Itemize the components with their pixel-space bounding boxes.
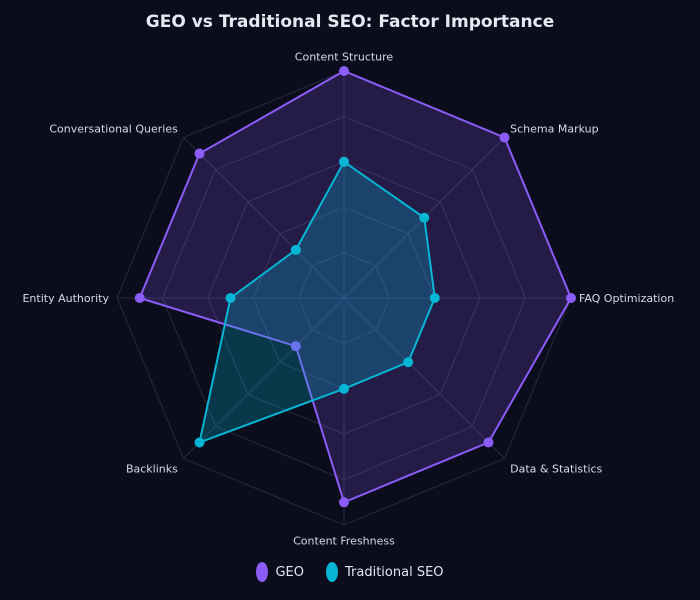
legend: GEO Traditional SEO xyxy=(0,562,700,582)
grid-spoke xyxy=(343,297,505,459)
legend-label-traditional-seo: Traditional SEO xyxy=(345,564,444,580)
data-point-traditional-seo-content-freshness[interactable] xyxy=(339,383,349,394)
axis-label-content-freshness: Content Freshness xyxy=(293,535,395,548)
legend-label-geo: GEO xyxy=(275,564,304,580)
chart-title: GEO vs Traditional SEO: Factor Importanc… xyxy=(145,12,555,32)
data-point-traditional-seo-schema-markup[interactable] xyxy=(419,212,430,223)
grid-spoke xyxy=(183,297,345,459)
data-point-traditional-seo-backlinks[interactable] xyxy=(194,437,205,448)
data-point-geo-content-structure[interactable] xyxy=(339,66,349,76)
data-point-traditional-seo-faq-optimization[interactable] xyxy=(429,293,440,303)
axis-label-content-structure: Content Structure xyxy=(295,50,394,63)
series-geo xyxy=(134,66,576,508)
axis-label-data-and-statistics: Data & Statistics xyxy=(510,462,602,475)
data-point-geo-faq-optimization[interactable] xyxy=(566,293,576,303)
data-point-geo-content-freshness[interactable] xyxy=(339,497,349,508)
data-point-geo-schema-markup[interactable] xyxy=(499,132,510,143)
data-point-traditional-seo-entity-authority[interactable] xyxy=(225,293,236,303)
data-point-geo-data-and-statistics[interactable] xyxy=(483,437,494,448)
data-point-traditional-seo-data-and-statistics[interactable] xyxy=(403,357,414,368)
legend-item-traditional-seo[interactable]: Traditional SEO xyxy=(326,562,444,582)
grid-spoke xyxy=(183,137,345,299)
axis-label-conversational-queries: Conversational Queries xyxy=(49,122,178,135)
axis-label-backlinks: Backlinks xyxy=(126,462,178,475)
legend-swatch-geo xyxy=(256,562,269,582)
data-point-geo-backlinks[interactable] xyxy=(290,341,301,352)
axis-label-faq-optimization: FAQ Optimization xyxy=(579,292,674,305)
radar-series xyxy=(134,66,576,508)
axis-label-entity-authority: Entity Authority xyxy=(22,292,109,305)
data-point-traditional-seo-content-structure[interactable] xyxy=(339,156,349,167)
series-traditional-seo xyxy=(194,156,440,448)
legend-item-geo[interactable]: GEO xyxy=(256,562,304,582)
axis-labels: Content Structure Schema Markup FAQ Optimi… xyxy=(22,50,674,547)
data-point-traditional-seo-conversational-queries[interactable] xyxy=(290,244,301,255)
data-point-geo-entity-authority[interactable] xyxy=(134,293,145,303)
legend-swatch-traditional-seo xyxy=(326,562,338,582)
axis-label-schema-markup: Schema Markup xyxy=(510,122,598,135)
data-point-geo-conversational-queries[interactable] xyxy=(194,148,205,159)
